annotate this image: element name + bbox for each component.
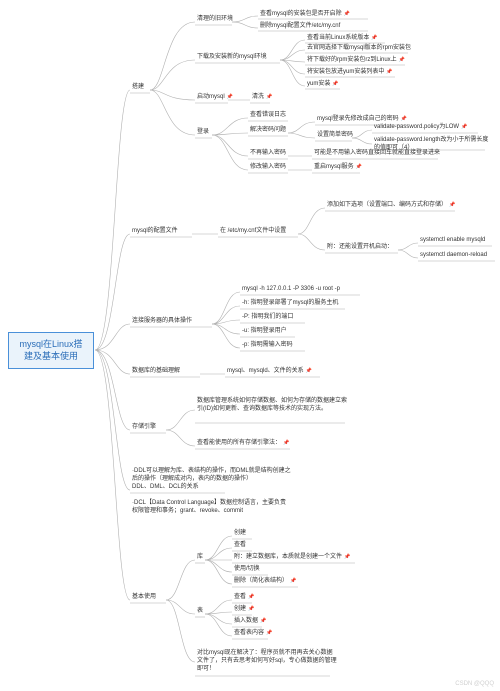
pin-icon: 📌 xyxy=(290,578,296,584)
node-engine-b: 查看能使用的所有存储引擎法：📌 xyxy=(197,440,289,448)
pin-icon: 📌 xyxy=(260,618,266,624)
node-basic-tbl-a: 查看📌 xyxy=(234,594,254,602)
node-basic: 基本使用 xyxy=(132,594,156,602)
watermark: CSDN @QQQ xyxy=(455,681,494,687)
pin-icon: 📌 xyxy=(306,368,312,374)
node-basic-lib-a: 创建 xyxy=(234,530,246,538)
node-basic-note: 对比mysql现在解决了：程序员就不用再去关心数据文件了，只有去思考如何写好sq… xyxy=(197,650,337,673)
node-connect: 连接服务器的具体操作 xyxy=(132,318,192,326)
node-basic-lib-d: 使用/切换 xyxy=(234,566,260,574)
node-basic-lib-c: 附：建立数据库，本质就是创建一个文件📌 xyxy=(234,554,350,562)
node-build-login-b2: 设置简单密码 xyxy=(317,132,353,140)
node-basic-tbl-c: 插入数据📌 xyxy=(234,618,266,626)
mindmap-canvas: mysql在Linux搭建及基本使用 搭建 清理的旧环境 查看mysql的安装包… xyxy=(0,0,500,691)
node-ddl: DDL、DML、DCL的关系 xyxy=(132,484,199,492)
node-db: 数据库的基础理解 xyxy=(132,368,180,376)
pin-icon: 📌 xyxy=(449,202,455,208)
node-db-a: mysql、mysqld、文件的关系📌 xyxy=(227,368,312,376)
node-build: 搭建 xyxy=(132,84,144,92)
node-build-login-d1: 重启mysql服务📌 xyxy=(314,164,362,172)
node-connect-a: mysql -h 127.0.0.1 -P 3306 -u root -p xyxy=(242,286,340,294)
node-config-a2b: systemctl daemon-reload xyxy=(420,252,487,260)
pin-icon: 📌 xyxy=(227,94,233,100)
pin-icon: 📌 xyxy=(386,69,392,75)
node-connect-e: -p: 指明需输入密码 xyxy=(242,342,293,350)
pin-icon: 📌 xyxy=(356,164,362,170)
node-build-start: 启动mysql📌 xyxy=(197,94,233,102)
node-config: mysql的配置文件 xyxy=(132,228,178,236)
node-basic-tbl-d: 查看表内容📌 xyxy=(234,630,272,638)
node-basic-tbl-b: 创建📌 xyxy=(234,606,254,614)
pin-icon: 📌 xyxy=(248,606,254,612)
node-config-a2a: systemctl enable mysqld xyxy=(420,237,485,245)
node-connect-c: -P: 指明我们的端口 xyxy=(242,314,293,322)
node-ddl-a: ·DDL可以理解为库、表结构的操作，而DML就是结构创建之后的操作（理解成对内，… xyxy=(132,468,292,484)
node-config-a1: 添加如下选项（设置端口、编码方式和存储）📌 xyxy=(327,202,455,210)
node-build-login-d: 修改输入密码 xyxy=(250,164,286,172)
node-config-a2: 附：还能设置开机启动： xyxy=(327,244,393,252)
root-node: mysql在Linux搭建及基本使用 xyxy=(8,332,94,369)
node-basic-tbl: 表 xyxy=(197,608,203,616)
pin-icon: 📌 xyxy=(399,57,405,63)
node-build-clean: 清理的旧环境 xyxy=(197,16,233,24)
node-build-login-b2a: validate-password.policy为LOW📌 xyxy=(374,124,467,132)
pin-icon: 📌 xyxy=(266,94,272,100)
node-build-login-c: 不再输入密码 xyxy=(250,150,286,158)
node-config-a: 在 /etc/my.cnf文件中设置 xyxy=(220,228,286,236)
pin-icon: 📌 xyxy=(344,11,350,17)
pin-icon: 📌 xyxy=(283,440,289,446)
pin-icon: 📌 xyxy=(266,630,272,636)
node-build-login-a: 查看错误日志 xyxy=(250,112,286,120)
node-build-clean-a: 查看mysql的安装包是否开启除📌 xyxy=(260,11,350,19)
node-build-new-a: 查看当前Linux系统版本📌 xyxy=(307,35,378,43)
node-build-new-c: 将下载好的rpm安装包rz到Linux上📌 xyxy=(307,57,405,65)
pin-icon: 📌 xyxy=(248,594,254,600)
node-engine: 存储引擎 xyxy=(132,424,156,432)
node-build-new-e: yum安装📌 xyxy=(307,81,339,89)
pin-icon: 📌 xyxy=(332,81,338,87)
node-build-start-a: 清洗📌 xyxy=(252,94,272,102)
node-build-login-b1: mysql登录先修改成自己的密码📌 xyxy=(317,116,407,124)
pin-icon: 📌 xyxy=(401,116,407,122)
node-build-login-b: 解决密码问题 xyxy=(250,127,286,135)
pin-icon: 📌 xyxy=(461,124,467,130)
node-ddl-b: ·DCL【Data Control Language】数据控制语言，主要负责权限… xyxy=(132,500,292,516)
node-build-login: 登录 xyxy=(197,129,209,137)
node-basic-lib: 库 xyxy=(197,554,203,562)
pin-icon: 📌 xyxy=(371,35,377,41)
node-basic-lib-e: 删除（简化表结构）📌 xyxy=(234,578,296,586)
pin-icon: 📌 xyxy=(344,554,350,560)
node-basic-lib-b: 查看 xyxy=(234,542,246,550)
node-engine-a: 数据库管理系统如何存储数据、如何为存储的数据建立索引(ID)如何更新、查询数据库… xyxy=(197,398,347,414)
node-build-new-b: 去官网选择下载mysql版本的rpm安装包 xyxy=(307,45,411,53)
node-build-login-c1: 可能是不用输入密码直接回车就能直接登录进来 xyxy=(314,150,440,158)
node-build-clean-b: 删除mysql配置文件/etc/my.cnf xyxy=(260,23,340,31)
node-build-new: 下载及安装新的mysql环境 xyxy=(197,54,267,62)
node-build-new-d: 将安装包放进yum安装列表中📌 xyxy=(307,69,393,77)
node-connect-b: -h: 指明登录部署了mysql的服务主机 xyxy=(242,300,338,308)
node-connect-d: -u: 指明登录用户 xyxy=(242,328,287,336)
root-label: mysql在Linux搭建及基本使用 xyxy=(19,339,82,361)
